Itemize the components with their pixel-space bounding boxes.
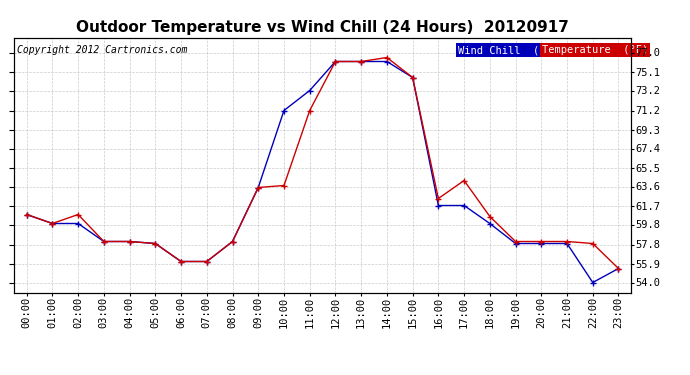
Text: Wind Chill  (°F): Wind Chill (°F) [458, 45, 558, 55]
Text: Temperature  (°F): Temperature (°F) [542, 45, 648, 55]
Text: Copyright 2012 Cartronics.com: Copyright 2012 Cartronics.com [17, 45, 187, 55]
Title: Outdoor Temperature vs Wind Chill (24 Hours)  20120917: Outdoor Temperature vs Wind Chill (24 Ho… [76, 20, 569, 35]
